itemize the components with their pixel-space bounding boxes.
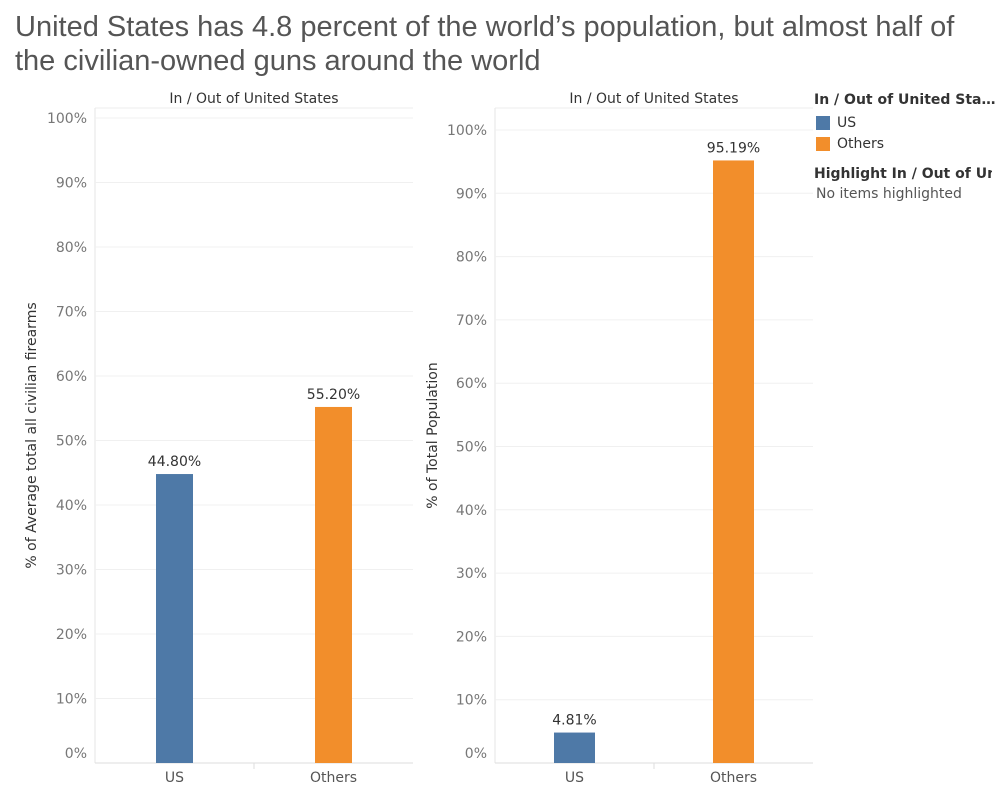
legend: In / Out of United States US Others High… [814,92,1000,202]
y-tick-label: 90% [56,176,87,192]
y-tick-label: 70% [56,305,87,321]
y-tick-label: 40% [56,498,87,514]
y-tick-label: 80% [56,240,87,256]
legend-swatch-others [816,136,830,151]
y-tick-label: 100% [447,123,487,139]
y-tick-label: 70% [456,313,487,329]
y-tick-label: 50% [56,434,87,450]
chart-panel-2: In / Out of United States 0% 10% 20% 30% 40% 5… [425,91,813,786]
x-category-label: Others [710,770,757,786]
x-category-label: US [565,770,584,786]
chart-title: United States has 4.8 percent of the wor… [15,11,955,77]
y-tick-label: 30% [456,566,487,582]
bar-value-label: 95.19% [707,140,760,156]
y-axis-label: % of Average total all civilian firearms [24,302,40,568]
x-category-label: US [165,770,184,786]
y-tick-label: 10% [456,693,487,709]
y-tick-label: 20% [56,627,87,643]
y-tick-label: 40% [456,503,487,519]
legend-item-us[interactable]: US [814,112,1000,133]
legend-label-others: Others [837,135,885,152]
bar-us[interactable] [156,474,193,763]
bar-others[interactable] [315,406,352,763]
y-tick-label: 60% [56,369,87,385]
panel-header: In / Out of United States [569,91,738,107]
bar-others[interactable] [713,160,754,764]
y-tick-label: 30% [56,563,87,579]
bar-value-label: 44.80% [148,454,201,470]
y-tick-label: 50% [456,440,487,456]
y-axis-label: % of Total Population [425,362,441,508]
y-tick-label: 0% [465,746,487,762]
bar-us[interactable] [554,732,595,763]
highlight-title: Highlight In / Out of Uni.. [814,166,992,182]
highlight-dropdown[interactable]: No items highlighted [816,186,962,202]
y-tick-label: 90% [456,186,487,202]
y-tick-label: 100% [47,111,87,127]
chart-panel-1: In / Out of United States 0% 10% 20% 30% 40% 5… [24,91,413,786]
y-tick-label: 60% [456,376,487,392]
x-category-label: Others [310,770,357,786]
legend-title: In / Out of United States [814,92,1000,108]
legend-item-others[interactable]: Others [814,133,1000,154]
panel-header: In / Out of United States [169,91,338,107]
y-tick-label: 0% [65,746,87,762]
bar-value-label: 4.81% [552,713,596,729]
bar-value-label: 55.20% [307,387,360,403]
legend-swatch-us [816,115,830,130]
y-tick-label: 20% [456,629,487,645]
legend-label-us: US [837,114,857,131]
y-tick-label: 80% [456,250,487,266]
y-tick-label: 10% [56,692,87,708]
